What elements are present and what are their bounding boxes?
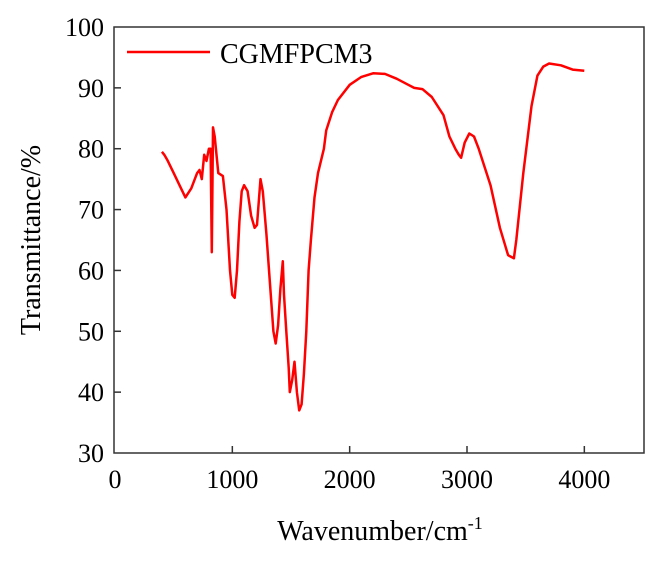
x-axis-label-text: Wavenumber/cm <box>277 516 468 547</box>
y-tick-label: 100 <box>65 13 104 42</box>
y-axis-label: Transmittance/% <box>16 145 47 335</box>
y-tick-label: 70 <box>78 196 104 225</box>
y-tick-label: 80 <box>78 135 104 164</box>
y-tick-label: 50 <box>78 317 104 346</box>
x-tick-label: 4000 <box>558 465 610 494</box>
x-axis-label: Wavenumber/cm-1 <box>277 513 483 547</box>
y-axis: 30 40 50 60 70 80 90 100 <box>65 13 121 468</box>
y-tick-label: 30 <box>78 439 104 468</box>
y-tick-label: 60 <box>78 256 104 285</box>
x-tick-label: 0 <box>109 465 122 494</box>
y-tick-label: 40 <box>78 378 104 407</box>
plot-frame <box>113 26 645 454</box>
legend: CGMFPCM3 <box>127 39 373 70</box>
legend-label: CGMFPCM3 <box>220 39 373 70</box>
x-tick-label: 2000 <box>324 465 376 494</box>
x-axis: 0 1000 2000 3000 4000 <box>109 446 610 494</box>
x-tick-label: 1000 <box>206 465 258 494</box>
x-tick-label: 3000 <box>441 465 493 494</box>
y-tick-label: 90 <box>78 74 104 103</box>
series-line-cgmfpcm3 <box>160 62 585 412</box>
x-axis-label-superscript: -1 <box>468 513 483 533</box>
